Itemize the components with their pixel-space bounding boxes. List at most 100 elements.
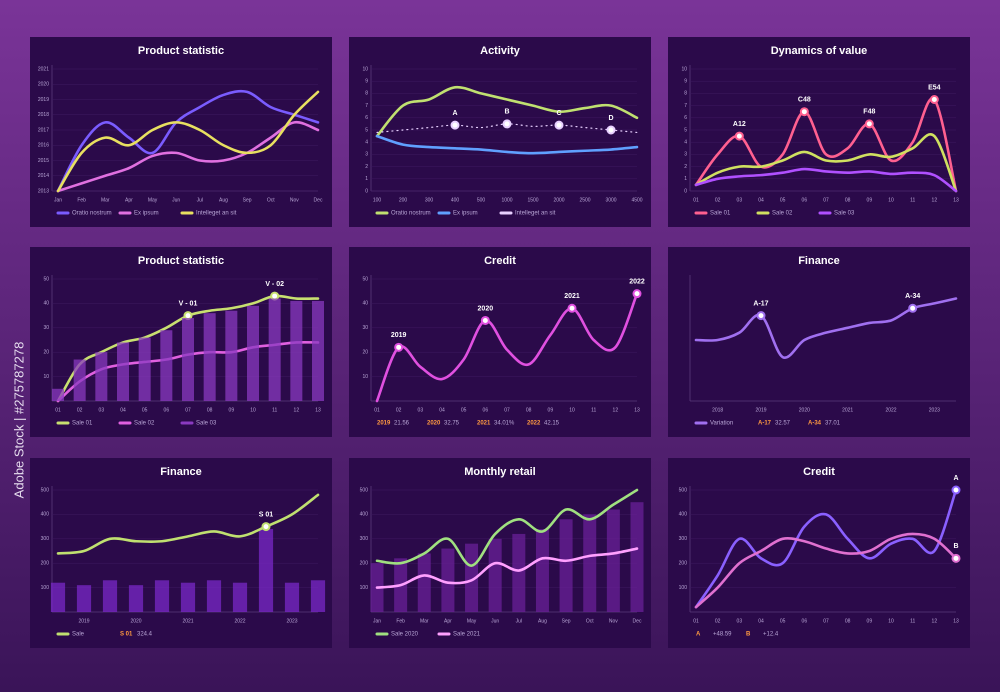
x-tick-label: 13 <box>953 618 959 624</box>
bar <box>117 342 129 401</box>
bar <box>284 582 300 612</box>
x-tick-label: 06 <box>802 197 808 203</box>
x-tick-label: 01 <box>693 618 699 624</box>
x-tick-label: 07 <box>504 407 510 413</box>
y-tick-label: 400 <box>41 512 50 518</box>
y-tick-label: 0 <box>365 188 368 194</box>
bar <box>535 529 549 612</box>
x-tick-label: 06 <box>483 407 489 413</box>
bar <box>232 582 248 612</box>
x-tick-label: 05 <box>780 197 786 203</box>
legend-value: 32.57 <box>775 421 791 427</box>
chart-title: Credit <box>484 255 516 267</box>
series-line <box>56 90 320 193</box>
x-tick-label: 2000 <box>553 197 564 203</box>
bar <box>630 502 644 612</box>
x-tick-label: Sep <box>562 618 571 624</box>
legend-label: Sale 2021 <box>453 632 481 638</box>
legend-key: 2020 <box>427 421 441 427</box>
y-tick-label: 5 <box>684 127 687 133</box>
legend-key: A-17 <box>758 421 772 427</box>
legend-label: Ex ipsum <box>453 211 478 217</box>
x-tick-label: Apr <box>444 618 452 624</box>
point-marker <box>951 553 961 563</box>
x-tick-label: 1000 <box>501 197 512 203</box>
bar <box>559 519 573 612</box>
point-marker <box>261 522 271 532</box>
y-tick-label: 2021 <box>38 66 49 72</box>
series-line <box>694 167 958 193</box>
chart-panel: Finance 100 200 300 400 500 2019 2020 2021 2022 20… <box>30 458 332 648</box>
x-tick-label: 2023 <box>929 407 940 413</box>
series-line <box>56 89 320 193</box>
point-marker <box>450 120 460 130</box>
point-label: A <box>452 110 457 117</box>
legend-label: Intelleget an sit <box>196 211 237 217</box>
x-tick-label: Jan <box>54 197 62 203</box>
x-tick-label: 09 <box>867 618 873 624</box>
watermark: Adobe Stock | #275787278 <box>11 342 26 499</box>
x-tick-label: 3000 <box>605 197 616 203</box>
bar <box>312 300 324 401</box>
legend-label: Sale 02 <box>134 421 155 427</box>
x-tick-label: 01 <box>55 407 61 413</box>
legend-label: Sale 01 <box>72 421 93 427</box>
point-label: A <box>953 475 958 482</box>
x-tick-label: 08 <box>845 197 851 203</box>
legend-value: +48.59 <box>713 632 732 638</box>
legend-value: 37.01 <box>825 421 841 427</box>
point-label: C48 <box>798 97 811 104</box>
x-tick-label: 2020 <box>799 407 810 413</box>
x-tick-label: 10 <box>888 618 894 624</box>
chart-panel: Credit 100 200 300 400 500 01 02 03 04 05 06 07 08 09 1… <box>668 458 970 648</box>
y-tick-label: 400 <box>360 512 369 518</box>
chart-title: Finance <box>798 255 840 267</box>
point-label: F48 <box>863 109 875 116</box>
bar <box>180 582 196 612</box>
bar <box>154 580 170 612</box>
x-tick-label: Mar <box>101 197 110 203</box>
x-tick-label: 100 <box>373 197 382 203</box>
x-tick-label: 04 <box>120 407 126 413</box>
point-label: A-34 <box>905 293 920 300</box>
bar <box>512 533 526 612</box>
x-tick-label: 03 <box>737 197 743 203</box>
x-tick-label: 06 <box>164 407 170 413</box>
x-tick-label: Feb <box>77 197 86 203</box>
x-tick-label: 2021 <box>182 618 193 624</box>
bar <box>182 318 194 401</box>
bar <box>52 388 64 401</box>
x-tick-label: 12 <box>613 407 619 413</box>
chart-title: Product statistic <box>138 255 224 267</box>
x-tick-label: 05 <box>461 407 467 413</box>
point-label: 2022 <box>629 278 645 285</box>
point-label: C <box>556 110 561 117</box>
bar <box>606 509 620 612</box>
y-tick-label: 50 <box>43 276 49 282</box>
point-marker <box>554 120 564 130</box>
bar <box>50 582 66 612</box>
y-tick-label: 3 <box>684 152 687 158</box>
series-line <box>56 493 320 555</box>
legend-label: Oratio nostrum <box>72 211 112 217</box>
x-tick-label: Nov <box>609 618 618 624</box>
x-tick-label: 11 <box>910 197 915 203</box>
chart-panel: Finance 2018 2019 2020 2021 2022 2023 A-17 A-34 V… <box>668 247 970 437</box>
x-tick-label: 04 <box>439 407 445 413</box>
y-tick-label: 3 <box>365 152 368 158</box>
x-tick-label: 05 <box>780 618 786 624</box>
panel-background <box>30 37 332 227</box>
y-tick-label: 2 <box>365 164 368 170</box>
y-tick-label: 100 <box>41 585 50 591</box>
x-tick-label: 07 <box>185 407 191 413</box>
legend-label: Sale 2020 <box>391 632 419 638</box>
x-tick-label: 300 <box>425 197 434 203</box>
y-tick-label: 2016 <box>38 143 49 149</box>
bar <box>102 580 118 612</box>
y-tick-label: 200 <box>679 561 688 567</box>
point-label: A12 <box>733 121 746 128</box>
x-tick-label: Aug <box>219 197 228 203</box>
y-tick-label: 9 <box>365 79 368 85</box>
y-tick-label: 2 <box>684 164 687 170</box>
